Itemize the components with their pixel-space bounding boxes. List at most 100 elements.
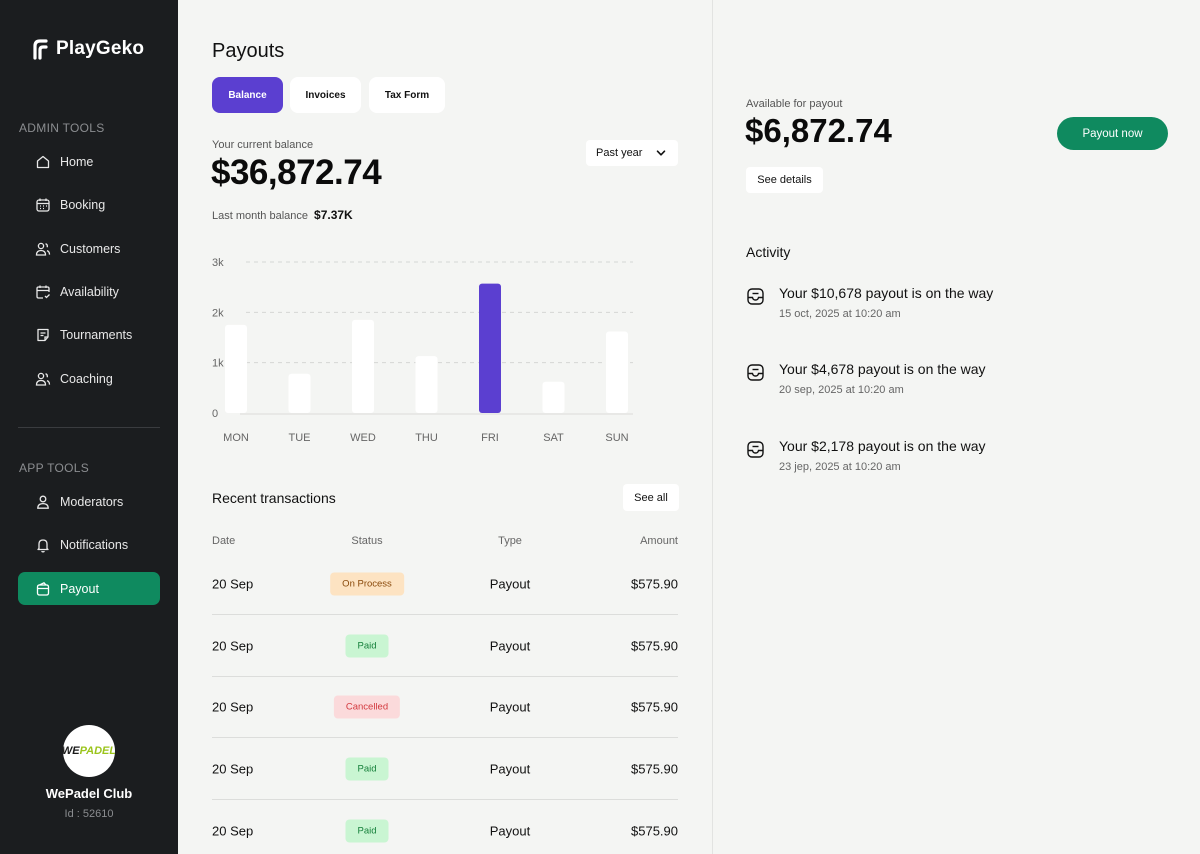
club-name: WePadel Club: [45, 786, 133, 801]
page-title: Payouts: [212, 40, 285, 62]
sidebar-item-tournaments[interactable]: Tournaments: [18, 318, 160, 351]
row-type: Payout: [489, 638, 531, 654]
last-month-balance: Last month balance $7.37K: [212, 208, 353, 222]
row-date: 20 Sep: [212, 699, 254, 715]
playgeko-logo-icon: [33, 39, 48, 60]
sidebar-item-home[interactable]: Home: [18, 145, 160, 178]
row-amount: $575.90: [631, 761, 678, 777]
club-logo-text-accent: PADEL: [79, 745, 115, 757]
activity-date: 20 sep, 2025 at 10:20 am: [779, 384, 904, 396]
chart-bar-sun[interactable]: [606, 331, 628, 413]
activity-title-text: Your $2,178 payout is on the way: [779, 438, 986, 454]
balance-value: $36,872.74: [211, 153, 382, 192]
tab-tax-form[interactable]: Tax Form: [369, 77, 445, 113]
sidebar-item-label: Tournaments: [60, 327, 133, 342]
sidebar-item-moderators[interactable]: Moderators: [18, 485, 160, 518]
chart-x-tick-label: WED: [350, 432, 376, 444]
payout-now-button[interactable]: Payout now: [1057, 117, 1168, 150]
sidebar-item-customers[interactable]: Customers: [18, 232, 160, 265]
activity-date: 23 jep, 2025 at 10:20 am: [779, 461, 901, 473]
chart-x-tick-label: SAT: [543, 432, 564, 444]
user-icon: [37, 495, 49, 509]
row-date: 20 Sep: [212, 761, 254, 777]
period-select[interactable]: Past year: [586, 140, 678, 166]
club-id: Id : 52610: [64, 808, 114, 820]
row-divider: [212, 737, 678, 739]
activity-date: 15 oct, 2025 at 10:20 am: [779, 308, 901, 320]
chart-bar-tue[interactable]: [288, 373, 311, 413]
sidebar-item-availability[interactable]: Availability: [18, 275, 160, 308]
status-badge: Cancelled: [333, 695, 401, 719]
sidebar-item-notifications[interactable]: Notifications: [18, 528, 160, 561]
activity-title-text: Your $4,678 payout is on the way: [779, 361, 986, 377]
sidebar-item-booking[interactable]: Booking: [18, 188, 160, 221]
chart-x-tick-label: THU: [415, 432, 438, 444]
app-tools-label: APP TOOLS: [19, 461, 90, 475]
sidebar-item-coaching[interactable]: Coaching: [18, 362, 160, 395]
sidebar-item-label: Notifications: [60, 537, 129, 552]
sidebar-item-payout[interactable]: Payout: [18, 572, 160, 605]
chart-bar-sat[interactable]: [542, 381, 565, 413]
brand-name: PlayGeko: [56, 38, 145, 59]
table-row[interactable]: 20 Sep Cancelled Payout $575.90: [212, 676, 678, 739]
activity-item[interactable]: Your $2,178 payout is on the way 23 jep,…: [746, 438, 1146, 482]
column-header-type-label: Type: [498, 535, 522, 547]
status-badge: Paid: [345, 757, 389, 781]
tab-invoices[interactable]: Invoices: [290, 77, 361, 113]
bell-icon: [37, 538, 49, 552]
row-amount: $575.90: [631, 576, 678, 592]
tab-balance[interactable]: Balance: [212, 77, 283, 113]
see-details-button[interactable]: See details: [746, 167, 823, 193]
chart-bar-mon[interactable]: [225, 324, 247, 413]
payout-panel: Available for payout $6,872.74 Payout no…: [712, 0, 1200, 854]
row-amount: $575.90: [631, 638, 678, 654]
chart-x-tick-label: MON: [223, 432, 249, 444]
chart-bar-wed[interactable]: [352, 319, 374, 413]
document-icon: [37, 328, 49, 341]
club-avatar: WE PADEL: [63, 725, 115, 777]
brand-logo[interactable]: PlayGeko: [32, 38, 144, 60]
status-badge: Paid: [345, 819, 389, 843]
home-icon: [36, 155, 50, 168]
recent-transactions-title: Recent transactions: [212, 490, 336, 506]
inbox-icon: [747, 441, 764, 458]
table-row[interactable]: 20 Sep Paid Payout $575.90: [212, 738, 678, 801]
row-type: Payout: [489, 823, 531, 839]
table-row[interactable]: 20 Sep On Process Payout $575.90: [212, 553, 678, 615]
table-row[interactable]: 20 Sep Paid Payout $575.90: [212, 800, 678, 854]
users-icon: [35, 242, 51, 256]
last-month-value: $7.37K: [314, 208, 353, 222]
column-header-status-label: Status: [351, 535, 383, 547]
chart-x-tick-label: TUE: [289, 432, 311, 444]
row-amount: $575.90: [631, 699, 678, 715]
chart-y-tick-label: 2k: [212, 307, 224, 319]
row-divider: [212, 675, 678, 677]
status-badge: On Process: [330, 572, 404, 596]
balance-label: Your current balance: [212, 139, 314, 151]
see-all-button[interactable]: See all: [623, 484, 679, 511]
chart-y-tick-label: 3k: [212, 257, 224, 269]
balance-chart: 0 1k 2k 3k MON TUE WED THU FRI SAT SUN: [208, 250, 668, 450]
activity-item[interactable]: Your $10,678 payout is on the way 15 oct…: [746, 285, 1146, 329]
sidebar-item-label: Customers: [60, 241, 121, 256]
sidebar-item-label: Booking: [60, 197, 106, 212]
chart-x-tick-label: FRI: [481, 432, 499, 444]
chart-y-tick-label: 1k: [212, 358, 224, 370]
status-badge: Paid: [345, 634, 389, 658]
activity-item[interactable]: Your $4,678 payout is on the way 20 sep,…: [746, 361, 1146, 405]
available-label: Available for payout: [746, 98, 843, 110]
inbox-icon: [747, 364, 764, 381]
sidebar-divider: [18, 427, 160, 428]
sidebar-item-label: Payout: [60, 581, 99, 596]
calendar-check-icon: [36, 285, 50, 299]
table-row[interactable]: 20 Sep Paid Payout $575.90: [212, 615, 678, 677]
admin-tools-label: ADMIN TOOLS: [19, 121, 105, 135]
row-amount: $575.90: [631, 823, 678, 839]
row-date: 20 Sep: [212, 638, 254, 654]
row-type: Payout: [489, 576, 531, 592]
chart-bar-fri[interactable]: [479, 283, 501, 413]
club-logo-text: WE: [63, 745, 80, 757]
chart-bar-thu[interactable]: [415, 356, 438, 413]
row-type: Payout: [489, 761, 531, 777]
sidebar: PlayGeko ADMIN TOOLS Home Booking Custom…: [0, 0, 178, 854]
